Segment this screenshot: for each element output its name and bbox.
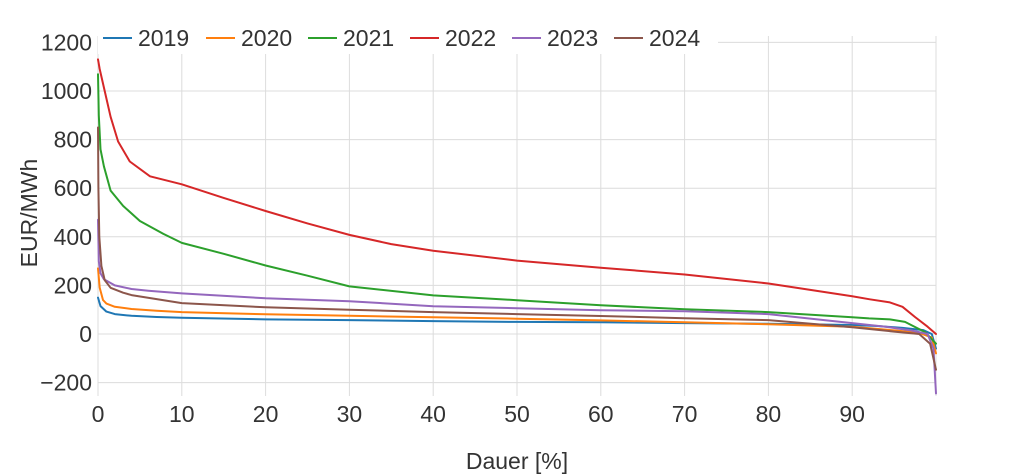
y-tick-label: 1200 (41, 29, 92, 55)
x-gridlines (97, 36, 937, 396)
plot-area (97, 58, 937, 395)
y-tick-label: 0 (79, 321, 92, 347)
x-axis-title: Dauer [%] (466, 448, 568, 474)
legend-label-2019: 2019 (138, 25, 189, 51)
legend-label-2020: 2020 (241, 25, 292, 51)
series-line-2021 (97, 73, 937, 345)
y-tick-label: 200 (54, 272, 92, 298)
y-tick-label: 400 (54, 224, 92, 250)
y-axis-title: EUR/MWh (16, 159, 42, 268)
x-tick-label: 60 (588, 401, 614, 427)
x-tick-label: 10 (169, 401, 195, 427)
legend: 2019 2020 2021 2022 2023 2024 (98, 22, 718, 54)
y-tick-label: 600 (54, 175, 92, 201)
series-line-2024 (97, 126, 937, 371)
legend-label-2024: 2024 (649, 25, 700, 51)
legend-label-2022: 2022 (445, 25, 496, 51)
x-tick-label: 30 (337, 401, 363, 427)
series-line-2022 (97, 58, 937, 335)
x-tick-label: 0 (92, 401, 105, 427)
x-tick-label: 80 (756, 401, 782, 427)
y-axis-ticks: −200 0 200 400 600 800 1000 1200 (40, 29, 92, 395)
series-line-2023 (97, 218, 937, 395)
x-tick-label: 20 (253, 401, 279, 427)
series-line-2020 (97, 267, 937, 355)
legend-label-2023: 2023 (547, 25, 598, 51)
x-axis-ticks: 0 10 20 30 40 50 60 70 80 90 (92, 401, 865, 427)
x-tick-label: 40 (420, 401, 446, 427)
y-tick-label: 800 (54, 127, 92, 153)
y-tick-label: 1000 (41, 78, 92, 104)
legend-label-2021: 2021 (343, 25, 394, 51)
x-tick-label: 50 (504, 401, 530, 427)
x-tick-label: 90 (839, 401, 865, 427)
y-tick-label: −200 (40, 370, 92, 396)
x-tick-label: 70 (672, 401, 698, 427)
